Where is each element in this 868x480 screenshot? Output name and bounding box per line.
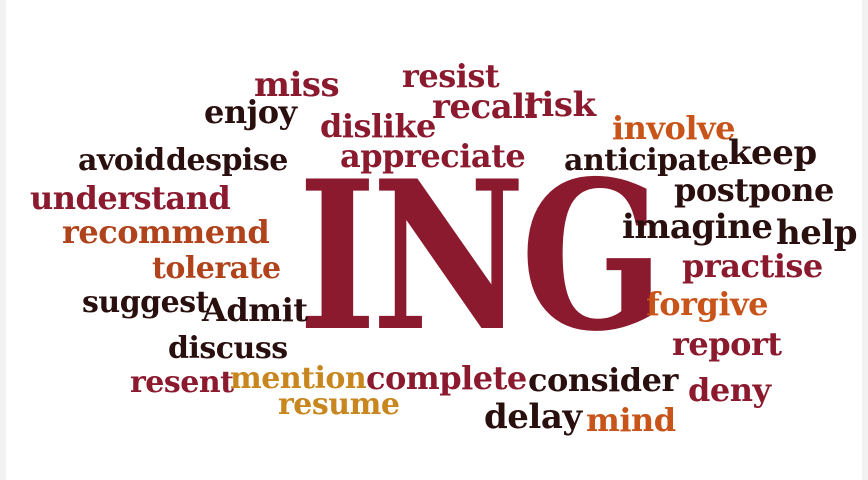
word-appreciate: appreciate <box>340 137 526 175</box>
word-deny: deny <box>688 371 771 409</box>
word-dislike: dislike <box>320 107 436 145</box>
word-consider: consider <box>528 361 678 399</box>
word-despise: despise <box>166 143 288 178</box>
word-recommend: recommend <box>62 213 270 251</box>
word-risk: risk <box>524 85 596 125</box>
word-tolerate: tolerate <box>152 251 281 286</box>
word-report: report <box>672 325 782 363</box>
word-miss: miss <box>254 65 340 105</box>
word-mind: mind <box>586 401 676 439</box>
word-enjoy: enjoy <box>204 93 297 131</box>
word-postpone: postpone <box>674 171 834 209</box>
word-recall: recall <box>432 87 538 127</box>
word-resent: resent <box>130 365 234 400</box>
word-imagine: imagine <box>622 207 773 247</box>
center-word-ing: ING <box>298 137 664 377</box>
word-cloud: ING miss resist enjoy dislike recall ris… <box>6 0 862 480</box>
word-resume: resume <box>278 387 400 422</box>
word-resist: resist <box>402 57 500 95</box>
word-understand: understand <box>30 179 231 217</box>
word-keep: keep <box>728 133 817 173</box>
word-admit: Admit <box>202 291 308 329</box>
word-anticipate: anticipate <box>564 143 729 178</box>
word-discuss: discuss <box>168 331 288 366</box>
word-suggest: suggest <box>82 285 210 320</box>
word-involve: involve <box>612 109 735 147</box>
word-delay: delay <box>484 397 582 437</box>
word-avoid: avoid <box>78 143 165 178</box>
word-practise: practise <box>682 247 823 285</box>
word-mention: mention <box>230 361 367 396</box>
word-complete: complete <box>366 359 527 397</box>
word-forgive: forgive <box>646 285 768 323</box>
word-help: help <box>776 213 858 253</box>
